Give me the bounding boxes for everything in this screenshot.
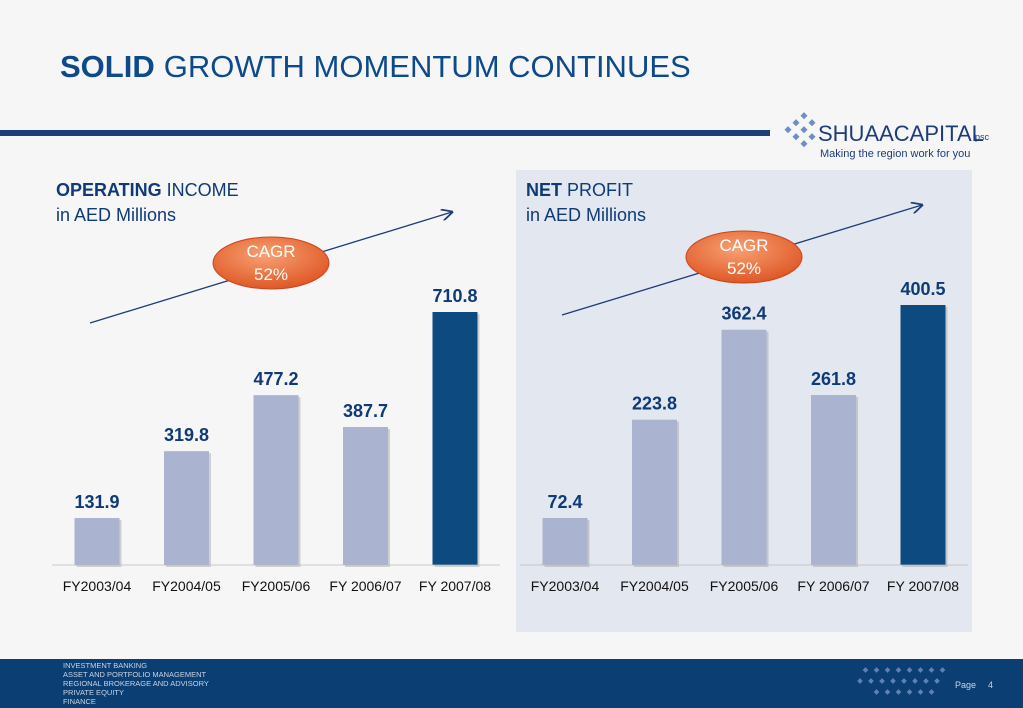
cagr-oval [685,230,803,284]
footer-dot [906,667,913,673]
footer-dot [934,678,940,684]
footer-line: PRIVATE EQUITY [63,688,124,697]
footer-dot [873,667,880,673]
footer-dot [884,667,891,673]
bar [432,312,478,565]
page-number: 4 [988,680,993,690]
chart-subtitle: in AED Millions [56,205,176,225]
footer-dot [928,689,935,695]
footer-band [0,659,1023,708]
x-tick-label: FY2003/04 [531,578,600,594]
cagr-text: CAGR [719,236,768,255]
footer-dot [862,667,869,673]
logo: SHUAACAPITAL psc Making the region work … [784,112,990,160]
chart-title-rest: PROFIT [567,180,633,200]
footer-dot [928,667,935,673]
value-label: 261.8 [811,369,856,389]
footer-line: INVESTMENT BANKING [63,661,147,670]
chart-title: NET PROFIT [526,180,633,200]
footer-dot [901,678,907,684]
value-label: 131.9 [74,492,119,512]
value-label: 223.8 [632,394,677,414]
value-label: 400.5 [900,279,945,299]
x-tick-label: FY 2007/08 [887,578,959,594]
title-rest: GROWTH MOMENTUM CONTINUES [164,49,691,84]
footer-dot [917,689,924,695]
value-label: 710.8 [432,286,477,306]
value-label: 362.4 [721,304,766,324]
footer-line: ASSET AND PORTFOLIO MANAGEMENT [63,670,207,679]
x-tick-label: FY2005/06 [242,578,311,594]
bar [811,395,856,565]
value-label: 387.7 [343,401,388,421]
cagr-text: 52% [254,265,288,284]
x-tick-label: FY 2006/07 [329,578,401,594]
x-tick-label: FY 2007/08 [419,578,491,594]
footer-dot [868,678,874,684]
footer-dot [912,678,918,684]
slide-title: SOLID GROWTH MOMENTUM CONTINUES [60,49,691,84]
cagr-text: CAGR [246,242,295,261]
value-label: 319.8 [164,425,209,445]
chart-subtitle: in AED Millions [526,205,646,225]
footer-dot [895,667,902,673]
bar [542,517,588,565]
bar [632,419,677,565]
cagr-text: 52% [727,259,761,278]
chart-title-bold: NET [526,180,562,200]
footer-dot [884,689,891,695]
bar [343,427,388,565]
x-tick-label: FY2004/05 [152,578,221,594]
x-tick-label: FY2003/04 [63,578,132,594]
footer-dot [923,678,929,684]
title-bold: SOLID [60,49,155,84]
footer-dot [939,667,946,673]
footer-dot [873,689,880,695]
x-tick-label: FY2005/06 [710,578,779,594]
value-label: 72.4 [547,492,582,512]
footer-line: REGIONAL BROKERAGE AND ADVISORY [63,679,209,688]
logo-name: SHUAACAPITAL [818,121,984,146]
footer-dot [906,689,913,695]
x-tick-label: FY2004/05 [620,578,689,594]
header-rule [0,130,770,136]
chart-title-rest: INCOME [167,180,239,200]
logo-suffix: psc [975,132,990,142]
footer-dot [895,689,902,695]
bar [900,305,946,565]
logo-tagline: Making the region work for you [820,148,970,160]
chart-title-bold: OPERATING [56,180,162,200]
bar [74,518,120,565]
page-label: Page [955,680,976,690]
x-tick-label: FY 2006/07 [797,578,869,594]
value-label: 477.2 [253,369,298,389]
footer-dot [857,678,863,684]
chart-title: OPERATING INCOME [56,180,239,200]
footer-dot [917,667,924,673]
footer-dot [879,678,885,684]
bar [253,395,299,565]
bar [721,329,767,565]
cagr-oval [212,236,330,290]
footer-line: FINANCE [63,697,96,706]
bar [164,451,209,565]
footer-dot [890,678,896,684]
